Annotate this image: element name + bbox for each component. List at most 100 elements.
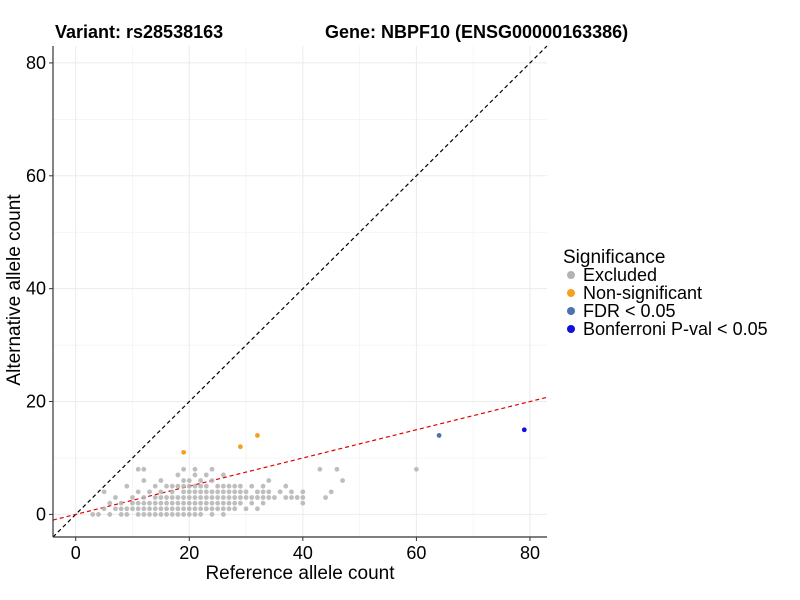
data-point — [226, 500, 232, 506]
legend-swatch — [567, 289, 575, 297]
data-point — [209, 512, 215, 517]
data-point — [209, 466, 215, 472]
data-point — [90, 512, 96, 517]
data-point — [232, 489, 238, 495]
data-point — [289, 495, 294, 500]
data-point — [169, 489, 175, 495]
data-point — [215, 500, 221, 506]
data-point — [147, 506, 152, 512]
data-point — [175, 500, 181, 506]
data-point — [203, 500, 209, 506]
data-point — [141, 500, 147, 506]
data-point — [226, 483, 232, 489]
data-point — [209, 478, 215, 483]
data-point — [101, 506, 107, 512]
data-point — [158, 512, 164, 517]
data-point — [272, 495, 277, 500]
legend-swatch — [567, 307, 575, 315]
fit-line — [52, 396, 548, 521]
data-point — [164, 506, 169, 512]
data-point — [209, 495, 215, 500]
data-point — [220, 495, 226, 500]
data-point — [158, 478, 164, 483]
data-point — [243, 506, 249, 512]
data-point — [113, 495, 118, 500]
data-point — [237, 444, 243, 450]
data-point — [215, 489, 221, 495]
data-point — [118, 506, 124, 512]
data-point — [192, 506, 198, 512]
data-point — [169, 500, 175, 506]
data-point — [152, 506, 158, 512]
data-point — [152, 500, 158, 506]
data-point — [141, 478, 147, 483]
data-point — [198, 478, 204, 483]
data-point — [328, 489, 334, 495]
legend-label: Bonferroni P-val < 0.05 — [583, 319, 768, 339]
data-point — [169, 506, 175, 512]
reference-lines — [52, 45, 548, 538]
data-point — [203, 506, 209, 512]
data-point — [181, 512, 186, 517]
data-point — [158, 506, 164, 512]
data-point — [220, 500, 226, 506]
data-point — [237, 500, 243, 506]
y-tick-label: 40 — [26, 279, 46, 299]
data-point — [255, 506, 260, 512]
data-point — [152, 483, 158, 489]
data-point — [237, 495, 243, 500]
legend-label: Excluded — [583, 265, 657, 285]
data-point — [118, 500, 124, 506]
data-point — [255, 433, 260, 438]
data-point — [124, 483, 130, 489]
legend-label: Non-significant — [583, 283, 702, 303]
data-point — [192, 512, 198, 517]
data-point — [181, 449, 186, 455]
data-point — [209, 489, 215, 495]
data-point — [215, 506, 221, 512]
data-point — [249, 483, 255, 489]
data-point — [186, 489, 192, 495]
data-point — [124, 506, 130, 512]
x-axis-title: Reference allele count — [205, 563, 395, 584]
chart-title-variant: Variant: rs28538163 — [55, 22, 223, 42]
data-point — [300, 495, 306, 500]
data-point — [300, 500, 306, 506]
data-point — [175, 512, 181, 517]
data-point — [181, 483, 186, 489]
data-point — [186, 512, 192, 517]
data-point — [198, 483, 204, 489]
data-point — [249, 500, 255, 506]
data-point — [198, 506, 204, 512]
data-point — [260, 500, 266, 506]
data-point — [158, 495, 164, 500]
y-tick-label: 20 — [26, 392, 46, 412]
data-point — [152, 495, 158, 500]
data-point — [255, 489, 260, 495]
y-tick-label: 60 — [26, 166, 46, 186]
data-point — [203, 489, 209, 495]
legend-swatch — [567, 271, 575, 279]
data-point — [266, 489, 272, 495]
data-point — [203, 483, 209, 489]
data-point — [203, 495, 209, 500]
legend-label: FDR < 0.05 — [583, 301, 676, 321]
data-point — [192, 483, 198, 489]
data-point — [181, 466, 186, 472]
x-tick-label: 40 — [293, 543, 313, 563]
data-point — [220, 483, 226, 489]
legend-title: Significance — [563, 247, 665, 268]
legend-swatch — [567, 325, 575, 333]
data-point — [226, 495, 232, 500]
data-point — [135, 512, 141, 517]
data-point — [340, 478, 345, 483]
data-point — [521, 427, 527, 433]
x-tick-label: 80 — [520, 543, 540, 563]
data-point — [181, 489, 186, 495]
data-point — [164, 512, 169, 517]
data-point — [192, 466, 198, 472]
x-tick-label: 0 — [71, 543, 81, 563]
data-point — [130, 506, 135, 512]
data-point — [101, 489, 107, 495]
data-point — [186, 506, 192, 512]
